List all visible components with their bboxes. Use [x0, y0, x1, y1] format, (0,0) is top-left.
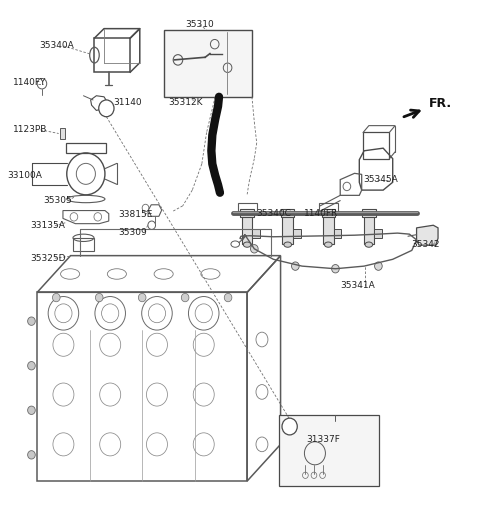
Bar: [238, 203, 257, 212]
Bar: [60, 128, 65, 139]
Text: 35340A: 35340A: [39, 42, 74, 51]
Text: 35309: 35309: [118, 228, 147, 237]
Bar: [319, 203, 338, 212]
Bar: [164, 30, 252, 97]
Bar: [322, 209, 335, 217]
Circle shape: [28, 451, 35, 459]
Circle shape: [28, 317, 35, 325]
Circle shape: [99, 100, 114, 116]
Bar: [374, 229, 382, 238]
Bar: [364, 217, 374, 243]
Text: 35325D: 35325D: [30, 254, 66, 263]
Text: 35345A: 35345A: [363, 175, 398, 184]
Bar: [282, 217, 293, 243]
Text: a: a: [104, 104, 109, 113]
Ellipse shape: [324, 242, 332, 247]
Bar: [363, 132, 389, 159]
Circle shape: [251, 245, 258, 253]
Text: 33815E: 33815E: [118, 210, 153, 219]
Ellipse shape: [365, 242, 372, 247]
Text: 31140: 31140: [114, 97, 142, 106]
Bar: [242, 217, 252, 243]
Circle shape: [28, 362, 35, 370]
Text: 1123PB: 1123PB: [13, 125, 48, 134]
Bar: [281, 209, 294, 217]
Bar: [293, 229, 300, 238]
Bar: [73, 238, 94, 251]
Circle shape: [224, 294, 232, 302]
Bar: [252, 229, 260, 238]
Circle shape: [96, 294, 103, 302]
Ellipse shape: [284, 242, 291, 247]
Circle shape: [138, 294, 146, 302]
Circle shape: [282, 418, 297, 435]
Bar: [323, 217, 334, 243]
Text: 33100A: 33100A: [7, 171, 42, 180]
Text: 1140FY: 1140FY: [13, 78, 47, 87]
Circle shape: [374, 262, 382, 270]
Text: 31337F: 31337F: [306, 435, 340, 444]
Bar: [279, 415, 379, 486]
Text: 35341A: 35341A: [340, 281, 375, 290]
Bar: [362, 209, 375, 217]
Text: 35340C: 35340C: [257, 209, 291, 218]
Text: a: a: [287, 422, 292, 431]
Circle shape: [332, 265, 339, 273]
Circle shape: [52, 294, 60, 302]
Text: 35312K: 35312K: [168, 97, 203, 106]
Text: 35342: 35342: [411, 240, 439, 249]
Circle shape: [181, 294, 189, 302]
Text: 33135A: 33135A: [30, 221, 65, 230]
Polygon shape: [417, 225, 438, 245]
Bar: [240, 209, 254, 217]
Circle shape: [291, 262, 299, 270]
Circle shape: [28, 406, 35, 414]
Text: 1140FR: 1140FR: [304, 209, 339, 218]
Text: 35310: 35310: [185, 21, 214, 30]
Text: 35305: 35305: [43, 196, 72, 205]
Text: FR.: FR.: [429, 96, 452, 110]
Bar: [334, 229, 341, 238]
Ellipse shape: [243, 242, 251, 247]
